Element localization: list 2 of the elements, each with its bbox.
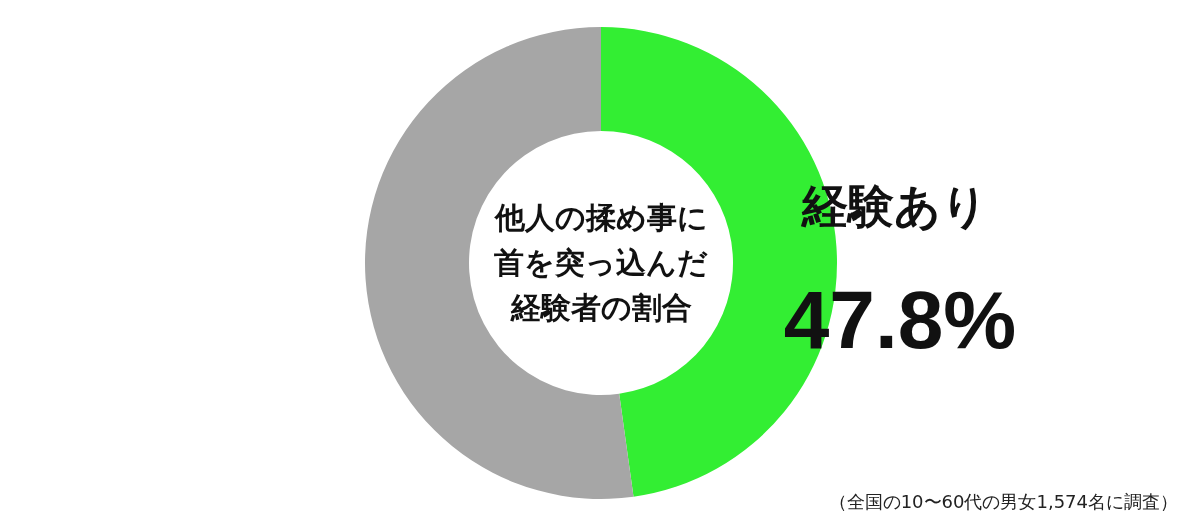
text: （全国の10〜60代の男女1,574名に調査） [828, 490, 1178, 514]
text: 他人の揉め事に首を突っ込んだ経験者の割合 [493, 199, 709, 327]
